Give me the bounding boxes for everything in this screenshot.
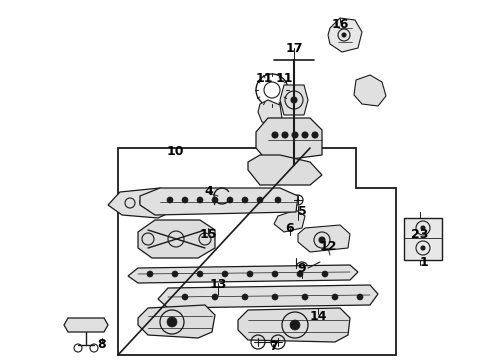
Text: 9: 9 [298, 262, 306, 275]
Text: 15: 15 [199, 228, 217, 241]
Text: 10: 10 [166, 145, 184, 158]
Circle shape [212, 197, 218, 203]
Circle shape [147, 271, 153, 277]
Circle shape [275, 197, 281, 203]
Text: 23: 23 [411, 228, 429, 241]
Circle shape [167, 317, 177, 327]
Circle shape [197, 197, 203, 203]
Circle shape [272, 271, 278, 277]
Text: 11: 11 [255, 72, 273, 85]
Circle shape [242, 294, 248, 300]
Circle shape [312, 132, 318, 138]
Polygon shape [158, 285, 378, 308]
Circle shape [212, 294, 218, 300]
Polygon shape [256, 118, 322, 162]
Text: 11: 11 [275, 72, 293, 85]
Circle shape [182, 197, 188, 203]
Circle shape [342, 33, 346, 37]
Polygon shape [280, 85, 308, 115]
Circle shape [322, 271, 328, 277]
Polygon shape [238, 308, 350, 342]
Bar [404, 218, 442, 260]
Polygon shape [128, 265, 358, 283]
Circle shape [272, 132, 278, 138]
Circle shape [421, 246, 425, 250]
Circle shape [272, 294, 278, 300]
Circle shape [357, 294, 363, 300]
Polygon shape [274, 210, 305, 232]
Text: 8: 8 [98, 338, 106, 351]
Circle shape [290, 320, 300, 330]
Circle shape [297, 271, 303, 277]
Polygon shape [354, 75, 386, 106]
Circle shape [421, 226, 425, 230]
Text: 6: 6 [286, 222, 294, 235]
Polygon shape [258, 100, 282, 125]
Circle shape [167, 197, 173, 203]
Text: 4: 4 [205, 185, 213, 198]
Text: 14: 14 [309, 310, 327, 323]
Polygon shape [328, 18, 362, 52]
Circle shape [197, 271, 203, 277]
Circle shape [257, 197, 263, 203]
Polygon shape [108, 188, 178, 218]
Text: 12: 12 [319, 240, 337, 253]
Polygon shape [138, 220, 215, 258]
Circle shape [292, 132, 298, 138]
Circle shape [291, 97, 297, 103]
Circle shape [332, 294, 338, 300]
Circle shape [242, 197, 248, 203]
Text: 5: 5 [297, 205, 306, 218]
Circle shape [227, 197, 233, 203]
Text: 16: 16 [331, 18, 349, 31]
Text: 7: 7 [269, 340, 277, 353]
Circle shape [282, 132, 288, 138]
Text: 17: 17 [285, 42, 303, 55]
Circle shape [222, 271, 228, 277]
Polygon shape [138, 305, 215, 338]
Circle shape [319, 237, 325, 243]
Circle shape [172, 271, 178, 277]
Text: 1: 1 [419, 256, 428, 269]
Polygon shape [298, 225, 350, 252]
Text: 13: 13 [209, 278, 227, 291]
Circle shape [182, 294, 188, 300]
Polygon shape [140, 188, 298, 215]
Circle shape [247, 271, 253, 277]
Polygon shape [64, 318, 108, 332]
Circle shape [302, 132, 308, 138]
Polygon shape [248, 155, 322, 185]
Circle shape [302, 294, 308, 300]
